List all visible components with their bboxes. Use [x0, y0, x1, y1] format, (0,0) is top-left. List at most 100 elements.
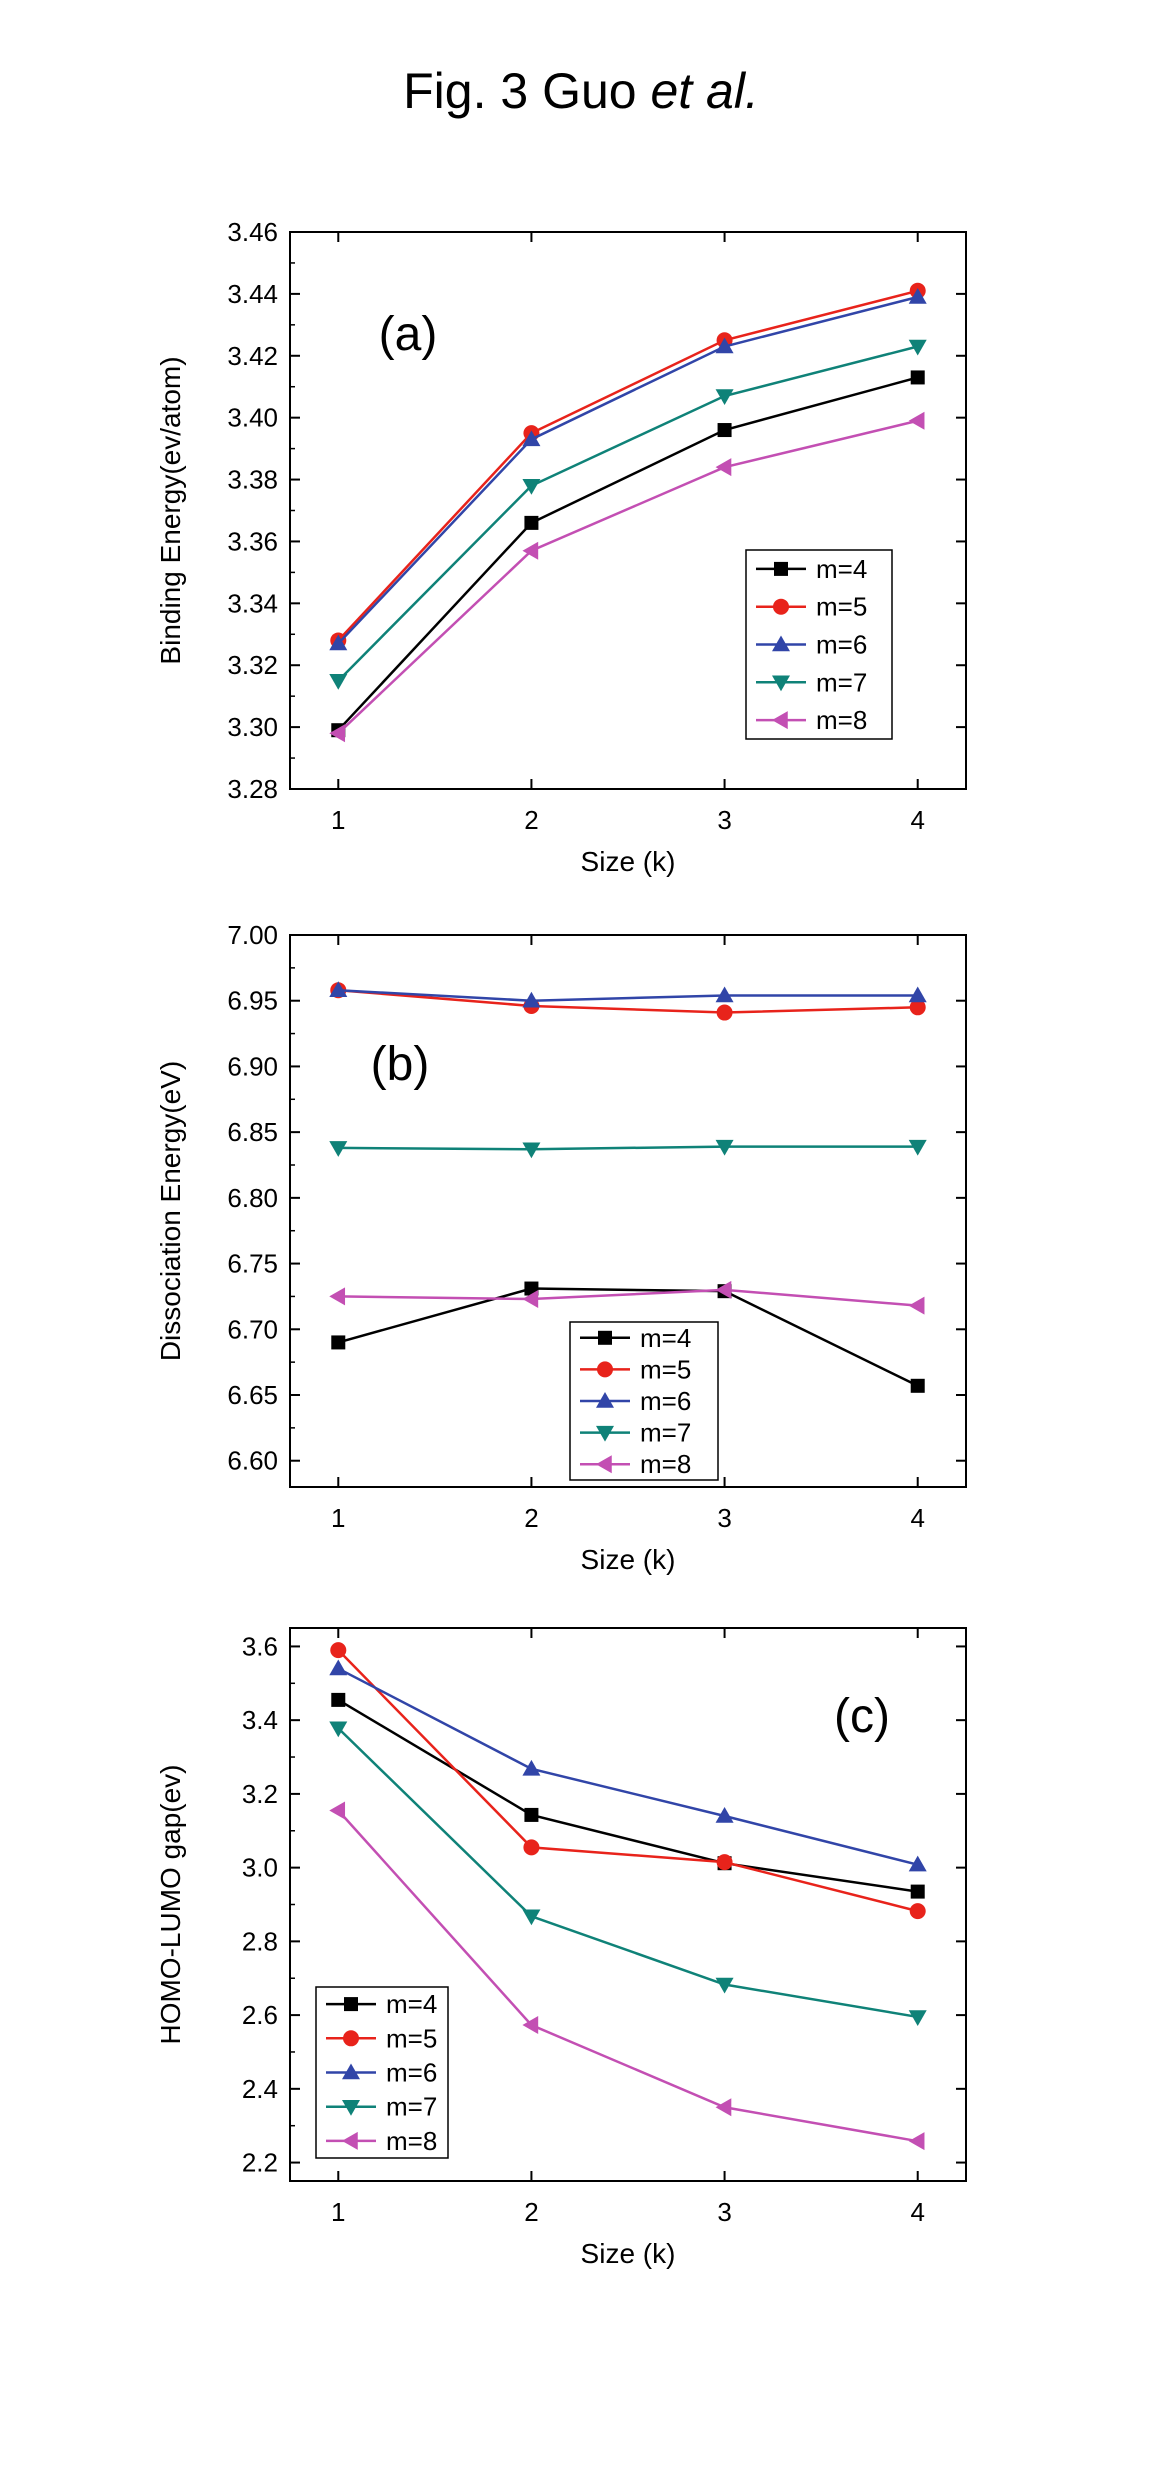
legend-label: m=6 [386, 2058, 437, 2088]
data-point [717, 423, 732, 438]
y-tick-label: 6.90 [227, 1051, 278, 1081]
legend-marker [773, 598, 789, 615]
data-point [908, 1139, 927, 1156]
chart-panel-1: 3.28 3.30 3.32 3.34 3.36 3.38 3.40 3.42 3.44 3.46… [155, 217, 967, 877]
x-axis-label: Size (k) [581, 846, 676, 877]
y-tick-label: 3.0 [242, 1853, 278, 1883]
legend-marker [772, 635, 790, 652]
data-point [908, 339, 927, 356]
y-tick-label: 2.8 [242, 1926, 278, 1956]
series-line [337, 1287, 919, 1387]
legend: m=4m=5m=6m=7m=8 [315, 1986, 449, 2159]
series-m=7 [329, 339, 927, 690]
series-m=7 [329, 1721, 927, 2026]
data-point [715, 1977, 734, 1994]
legend-label: m=6 [816, 630, 867, 660]
data-point [522, 1909, 541, 1926]
series-line [338, 1288, 918, 1307]
figure-title: Fig. 3 Guo et al. [0, 62, 1162, 120]
legend-marker [342, 2131, 358, 2150]
data-point [329, 634, 348, 651]
legend-label: m=5 [816, 592, 867, 622]
y-tick-label: 6.75 [227, 1249, 278, 1279]
data-point [329, 673, 348, 690]
x-tick-label: 2 [524, 1503, 538, 1533]
y-tick-label: 3.4 [242, 1705, 278, 1735]
y-tick-label: 6.70 [227, 1314, 278, 1344]
y-tick-label: 3.34 [227, 588, 278, 618]
data-point [329, 1659, 348, 1676]
series-m=6 [329, 1659, 927, 1872]
legend-label: m=4 [816, 554, 867, 584]
series-line [337, 419, 919, 735]
data-point [329, 1141, 348, 1157]
data-point [910, 370, 925, 385]
figure-title-authors-suffix: et al. [650, 63, 759, 119]
legend-label: m=6 [640, 1386, 691, 1416]
y-tick-label: 3.44 [227, 279, 278, 309]
y-axis-label: Binding Energy(ev/atom) [155, 356, 186, 664]
chart-panel-2: 6.60 6.65 6.70 6.75 6.80 6.85 6.90 6.95 7.00 1 2 3 4… [155, 920, 967, 1575]
legend-marker [343, 2030, 359, 2047]
legend: m=4m=5m=6m=7m=8 [569, 1321, 719, 1481]
data-point [908, 986, 927, 1003]
y-axis-label: HOMO-LUMO gap(ev) [155, 1764, 186, 2044]
legend-marker [772, 711, 788, 730]
series-line [337, 1698, 918, 1893]
data-point [715, 1280, 732, 1299]
data-point [716, 1854, 733, 1871]
legend-marker [597, 1361, 613, 1378]
series-line [337, 1727, 918, 2019]
panel-label: (c) [834, 1690, 890, 1743]
data-point [908, 1296, 925, 1315]
y-tick-label: 7.00 [227, 920, 278, 950]
x-tick-label: 1 [331, 1503, 345, 1533]
x-tick-label: 3 [717, 2197, 731, 2227]
y-tick-label: 3.6 [242, 1631, 278, 1661]
data-point [524, 515, 539, 530]
y-tick-label: 6.60 [227, 1446, 278, 1476]
x-tick-label: 3 [717, 1503, 731, 1533]
series-line [337, 1667, 919, 1866]
data-point [715, 1807, 734, 1823]
plot-frame [289, 934, 967, 1488]
legend-marker [598, 1330, 612, 1345]
legend-label: m=4 [640, 1323, 691, 1353]
data-point [523, 1839, 540, 1856]
data-point [715, 389, 734, 406]
data-point [331, 1692, 346, 1707]
data-point [908, 2010, 927, 2026]
data-point [522, 1759, 541, 1776]
data-point [329, 1287, 346, 1306]
figure-title-prefix: Fig. 3 Guo [403, 63, 651, 119]
x-tick-label: 3 [717, 805, 731, 835]
series-m=8 [329, 1280, 925, 1315]
y-tick-label: 6.65 [227, 1380, 278, 1410]
legend: m=4m=5m=6m=7m=8 [745, 549, 893, 740]
legend-label: m=8 [386, 2126, 437, 2156]
y-tick-label: 3.40 [227, 403, 278, 433]
series-line [338, 1145, 918, 1151]
x-tick-label: 2 [524, 2197, 538, 2227]
data-point [715, 1139, 734, 1156]
data-point [329, 1801, 346, 1820]
x-tick-label: 1 [331, 2197, 345, 2227]
data-point [522, 1290, 539, 1309]
data-point [522, 478, 541, 495]
y-tick-label: 3.30 [227, 712, 278, 742]
data-point [522, 1142, 541, 1159]
x-tick-label: 4 [910, 805, 924, 835]
y-tick-label: 3.32 [227, 650, 278, 680]
legend-label: m=8 [640, 1449, 691, 1479]
x-tick-label: 4 [910, 1503, 924, 1533]
series-line [337, 1649, 919, 1913]
series-line [338, 988, 918, 1002]
data-point [910, 1378, 925, 1393]
x-axis-label: Size (k) [581, 2238, 676, 2269]
y-tick-label: 3.42 [227, 341, 278, 371]
data-point [715, 337, 734, 354]
series-m=8 [329, 1801, 925, 2151]
series-line [338, 988, 918, 1014]
y-tick-label: 6.95 [227, 986, 278, 1016]
legend-marker [344, 1997, 358, 2012]
